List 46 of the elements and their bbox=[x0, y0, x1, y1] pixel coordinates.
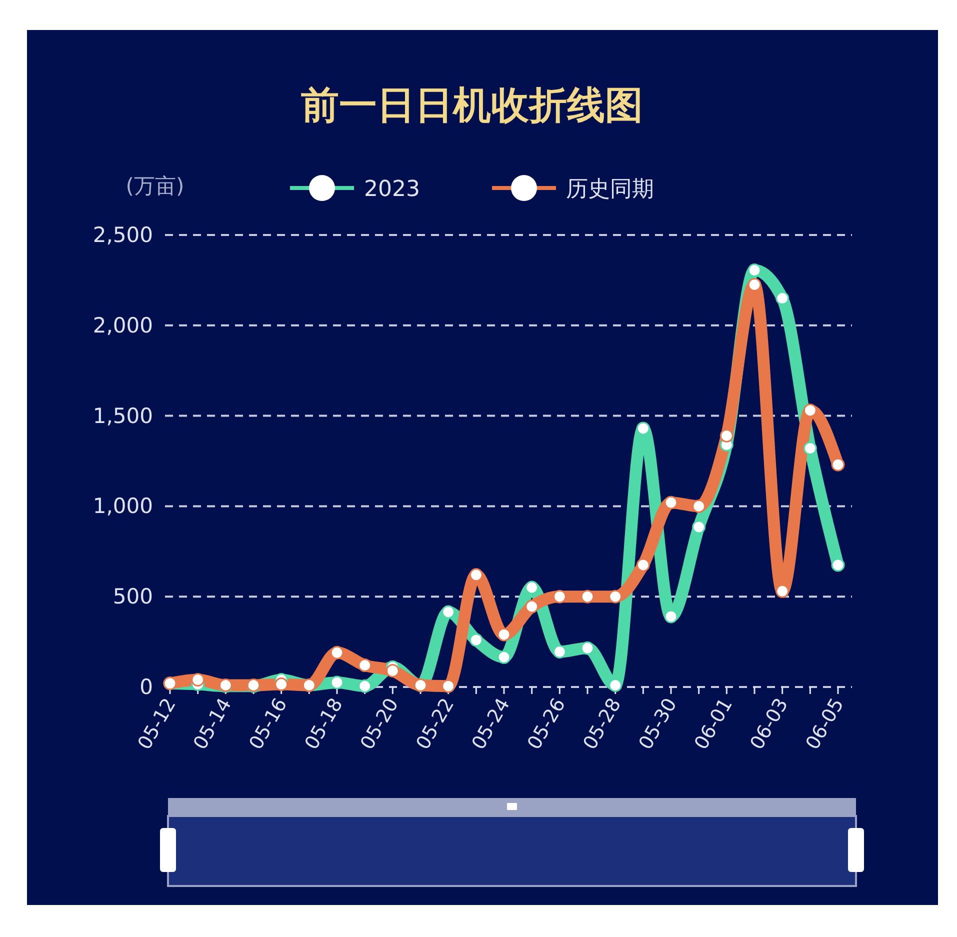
y-tick-label: 2,500 bbox=[92, 223, 153, 247]
point bbox=[608, 590, 622, 604]
point bbox=[497, 650, 511, 664]
point bbox=[580, 590, 594, 604]
point bbox=[636, 558, 650, 572]
point bbox=[442, 679, 456, 693]
point bbox=[469, 568, 483, 582]
point bbox=[664, 610, 678, 624]
point bbox=[720, 428, 734, 442]
point bbox=[803, 442, 817, 456]
point bbox=[274, 678, 288, 692]
point bbox=[442, 605, 456, 619]
point bbox=[580, 641, 594, 655]
point bbox=[831, 458, 845, 472]
y-tick-label: 1,000 bbox=[92, 494, 153, 518]
point bbox=[330, 676, 344, 690]
point bbox=[525, 580, 539, 594]
point bbox=[552, 590, 566, 604]
point bbox=[525, 600, 539, 614]
point bbox=[330, 646, 344, 660]
y-tick-label: 0 bbox=[140, 675, 153, 699]
point bbox=[358, 658, 372, 672]
point bbox=[608, 678, 622, 692]
point bbox=[664, 496, 678, 510]
point bbox=[803, 404, 817, 418]
point bbox=[552, 644, 566, 658]
point bbox=[386, 664, 400, 678]
point bbox=[776, 292, 790, 306]
y-tick-label: 2,000 bbox=[92, 313, 153, 338]
y-tick-label: 500 bbox=[112, 584, 153, 609]
point bbox=[191, 673, 205, 687]
chart-title: 前一日日机收折线图 bbox=[301, 83, 643, 127]
point bbox=[831, 558, 845, 572]
point bbox=[358, 679, 372, 693]
legend-label: 历史同期 bbox=[566, 177, 654, 202]
point bbox=[692, 520, 706, 534]
point bbox=[748, 264, 762, 278]
point bbox=[469, 633, 483, 647]
point bbox=[636, 422, 650, 436]
point bbox=[497, 628, 511, 642]
y-axis-title: (万亩) bbox=[126, 174, 184, 198]
point bbox=[748, 278, 762, 292]
point bbox=[692, 499, 706, 513]
legend-label: 2023 bbox=[364, 177, 420, 202]
point bbox=[776, 584, 790, 598]
y-tick-label: 1,500 bbox=[92, 404, 153, 428]
